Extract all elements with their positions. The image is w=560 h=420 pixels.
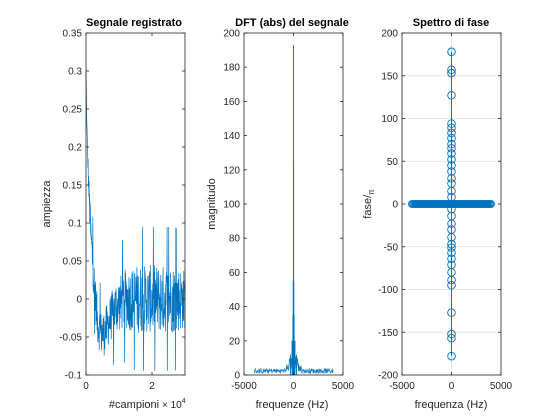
y-axis-label: ampiezza <box>41 180 53 228</box>
phase-point <box>447 139 456 149</box>
y-tick-label: 160 <box>223 97 240 108</box>
phase-point <box>447 254 456 263</box>
x-axis-label: #campioni <box>109 399 159 411</box>
y-tick-label: -50 <box>384 242 399 253</box>
phase-point <box>447 351 456 361</box>
phase-point <box>447 248 456 257</box>
y-tick-label: -0.1 <box>65 371 83 382</box>
y-tick-label: -150 <box>378 328 398 339</box>
y-tick-label: 40 <box>229 302 241 313</box>
x-tick-label: 5000 <box>332 381 355 392</box>
x-tick-label: -5000 <box>389 381 415 392</box>
y-tick-label: 150 <box>381 71 398 82</box>
phase-point <box>447 243 456 252</box>
y-tick-label: 0.35 <box>63 29 83 40</box>
y-tick-label: 120 <box>223 165 240 176</box>
y-tick-label: -200 <box>378 371 398 382</box>
phase-point <box>447 155 456 164</box>
y-tick-label: 100 <box>223 200 240 211</box>
plot-area <box>85 68 186 371</box>
phase-point <box>447 123 456 133</box>
panel-title: Segnale registrato <box>86 17 182 29</box>
x-tick-label: 2 <box>149 381 155 392</box>
y-axis-label: magnitudo <box>206 178 218 229</box>
plot-area <box>253 44 334 375</box>
y-tick-label: 50 <box>387 157 399 168</box>
y-tick-label: 20 <box>229 336 241 347</box>
phase-point <box>447 280 456 290</box>
phase-point <box>447 308 456 317</box>
phase-point <box>447 219 456 228</box>
phase-point <box>447 144 456 153</box>
x-exponent-base: × 10 <box>162 400 182 411</box>
y-tick-label: 60 <box>229 268 241 279</box>
y-axis-label-pi: π <box>367 189 376 195</box>
x-exponent: × 104 <box>162 398 186 411</box>
phase-point <box>447 65 456 75</box>
plot-area <box>408 47 495 361</box>
phase-point <box>447 186 456 196</box>
y-tick-label: 0.25 <box>63 105 83 116</box>
phase-point <box>447 333 456 343</box>
phase-point <box>447 239 456 249</box>
y-tick-label: 80 <box>229 234 241 245</box>
phase-point <box>447 167 456 176</box>
phase-point <box>447 174 456 183</box>
phase-point <box>447 133 456 143</box>
y-tick-label: 0.05 <box>63 257 83 268</box>
y-tick-label: -0.05 <box>59 333 82 344</box>
panel-title: Spettro di fase <box>413 17 489 29</box>
y-tick-label: 200 <box>381 29 398 40</box>
x-tick-label: 0 <box>291 381 297 392</box>
phase-point <box>447 161 456 170</box>
y-tick-label: 100 <box>381 114 398 125</box>
y-tick-label: 0.15 <box>63 181 83 192</box>
x-tick-label: 0 <box>83 381 89 392</box>
y-tick-label: 0.2 <box>68 143 82 154</box>
phase-point <box>447 128 456 138</box>
y-axis-label: fase/π <box>362 189 376 219</box>
phase-point <box>447 233 456 242</box>
signal-line <box>85 68 186 371</box>
y-tick-label: 0 <box>234 371 240 382</box>
panel-dft: DFT (abs) del segnale -5000 0 500002040608… <box>206 17 355 411</box>
phase-point <box>447 275 456 285</box>
panel-signal: Segnale registrato 0 2 -0.1 -0.05 0 0.05 0.1 0.… <box>41 17 186 411</box>
x-tick-label: -5000 <box>231 381 257 392</box>
x-axis-label: frequenze (Hz) <box>256 399 329 411</box>
x-axis-label: frequenza (Hz) <box>415 399 488 411</box>
phase-point <box>447 149 456 158</box>
x-tick-label: 5000 <box>490 381 513 392</box>
x-exponent-power: 4 <box>182 398 186 405</box>
y-tick-label: 0.1 <box>68 219 82 230</box>
panel-title: DFT (abs) del segnale <box>235 17 349 29</box>
y-tick-label: 200 <box>223 29 240 40</box>
panel-phase: Spettro di fase -5000 0 5000-200-150-100-5… <box>362 17 513 411</box>
y-tick-label: 180 <box>223 63 240 74</box>
phase-point <box>447 204 456 214</box>
phase-point <box>447 47 456 57</box>
phase-point <box>447 68 456 78</box>
y-tick-label: 0.3 <box>68 67 82 78</box>
y-tick-label: 0 <box>392 200 398 211</box>
axis-ticks: 0 2 -0.1 -0.05 0 0.05 0.1 0.15 0.2 0.25 0.3 0.35 <box>59 29 185 392</box>
axis-ticks: -5000 0 5000 -200 -150 -100 -50 0 50 100 150 200 <box>378 29 513 393</box>
y-tick-label: 140 <box>223 131 240 142</box>
phase-point <box>447 119 456 128</box>
y-tick-label: -100 <box>378 285 398 296</box>
y-tick-label: 0 <box>76 295 82 306</box>
axes-box <box>85 32 186 376</box>
x-tick-label: 0 <box>449 381 455 392</box>
phase-point <box>447 91 456 100</box>
phase-point <box>447 192 456 202</box>
y-axis-label-main: fase/ <box>362 194 374 219</box>
phase-point <box>447 329 456 339</box>
